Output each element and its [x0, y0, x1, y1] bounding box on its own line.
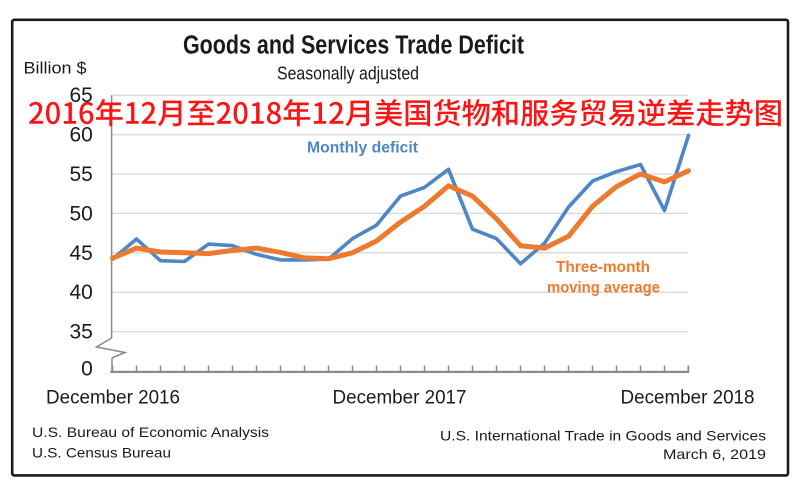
svg-text:65: 65: [69, 84, 92, 107]
svg-text:45: 45: [69, 242, 92, 265]
svg-text:December 2017: December 2017: [333, 387, 467, 408]
svg-text:0: 0: [81, 358, 93, 381]
svg-text:Billion $: Billion $: [24, 60, 87, 78]
svg-text:December 2016: December 2016: [46, 387, 180, 408]
svg-text:U.S. Bureau of Economic Analys: U.S. Bureau of Economic Analysis: [32, 424, 269, 440]
svg-text:March 6, 2019: March 6, 2019: [663, 446, 766, 462]
svg-text:55: 55: [69, 163, 92, 186]
svg-text:Three-month: Three-month: [556, 259, 650, 276]
svg-text:Seasonally adjusted: Seasonally adjusted: [277, 63, 419, 83]
svg-text:40: 40: [69, 281, 92, 304]
svg-text:December 2018: December 2018: [621, 387, 755, 408]
svg-text:60: 60: [69, 124, 92, 147]
svg-text:Monthly deficit: Monthly deficit: [307, 140, 419, 157]
svg-text:35: 35: [69, 321, 92, 344]
svg-text:U.S. International Trade in Go: U.S. International Trade in Goods and Se…: [440, 428, 766, 444]
svg-text:50: 50: [69, 202, 92, 225]
svg-text:moving average: moving average: [547, 280, 660, 297]
svg-text:U.S. Census Bureau: U.S. Census Bureau: [32, 445, 171, 461]
svg-text:Goods and Services Trade Defic: Goods and Services Trade Deficit: [183, 32, 524, 60]
